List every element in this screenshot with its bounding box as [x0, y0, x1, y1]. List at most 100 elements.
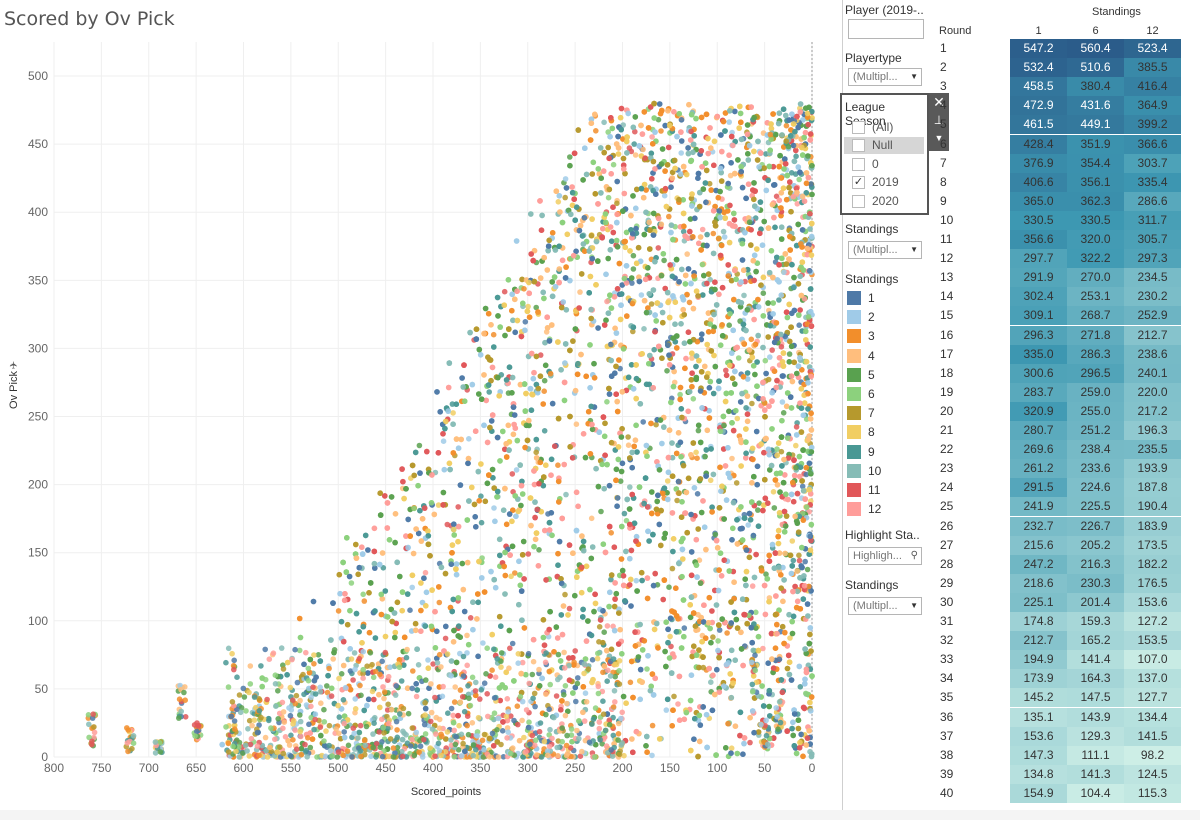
scatter-point	[807, 344, 813, 350]
scatter-point	[637, 666, 644, 673]
y-tick-label: 450	[28, 137, 48, 151]
scatter-point	[412, 627, 419, 634]
scatter-point	[783, 122, 790, 129]
scatter-point	[774, 377, 780, 384]
scatter-point	[652, 570, 658, 577]
scatter-point	[667, 633, 673, 640]
scatter-point	[771, 214, 777, 221]
scatter-point	[556, 499, 562, 505]
scatter-point	[629, 736, 635, 742]
scatter-point	[617, 365, 623, 372]
scatter-point	[703, 546, 709, 553]
scatter-point	[557, 209, 563, 215]
scatter-point	[552, 443, 558, 450]
scatter-point	[691, 643, 697, 649]
scatter-point	[533, 304, 539, 311]
scatter-point	[776, 197, 783, 204]
scatter-point	[600, 225, 606, 232]
scatter-point	[765, 334, 771, 340]
scatter-point	[494, 294, 501, 301]
scatter-point	[517, 381, 524, 388]
scatter-point	[686, 299, 693, 306]
scatter-point	[796, 322, 802, 329]
scatter-point	[718, 242, 725, 249]
scatter-point	[441, 466, 448, 473]
scatter-point	[770, 300, 776, 306]
scatter-point	[808, 252, 815, 258]
scatter-point	[789, 618, 795, 625]
x-tick-label: 0	[809, 761, 816, 775]
scatter-point	[739, 390, 745, 397]
scatter-point	[674, 497, 680, 504]
scatter-point	[679, 499, 685, 505]
x-tick-label: 300	[518, 761, 538, 775]
scatter-point	[484, 691, 491, 697]
scatter-point	[413, 681, 420, 687]
scatter-point	[678, 150, 684, 156]
scatter-point	[646, 360, 652, 367]
scatter-point	[694, 491, 701, 497]
scatter-point	[537, 352, 544, 358]
scatter-point	[765, 177, 771, 184]
scatter-point	[455, 523, 462, 530]
scatter-point	[537, 373, 544, 380]
scatter-point	[804, 566, 811, 573]
scatter-point	[566, 542, 573, 548]
scatter-point	[765, 376, 772, 383]
x-tick-label: 800	[44, 761, 64, 775]
scatter-point	[580, 431, 587, 437]
scatter-point	[596, 624, 603, 630]
scatter-point	[667, 615, 674, 622]
scatter-point	[346, 573, 353, 580]
scatter-point	[632, 128, 638, 135]
scatter-point	[748, 104, 754, 110]
scatter-point	[669, 565, 676, 572]
scatter-point	[726, 152, 732, 158]
scatter-point	[572, 387, 579, 394]
scatter-point	[601, 149, 607, 156]
scatter-point	[791, 274, 797, 281]
scatter-point	[631, 443, 637, 450]
scatter-point	[348, 580, 355, 586]
scatter-point	[803, 504, 810, 510]
scatter-point	[607, 247, 614, 253]
scatter-point	[745, 157, 752, 163]
scatter-point	[388, 606, 395, 613]
scatter-point	[492, 518, 498, 525]
scatter-point	[639, 577, 645, 584]
y-tick-label: 150	[28, 546, 48, 560]
scatter-point	[681, 340, 688, 347]
scatter-point	[626, 582, 633, 588]
scatter-point	[577, 222, 584, 229]
sort-icon[interactable]: ✈	[9, 361, 20, 369]
scatter-point	[387, 664, 393, 670]
scatter-plot[interactable]: 800 750 700 650 600 550 500 450 400 350 300 250 200 1…	[0, 0, 842, 810]
scatter-point	[461, 608, 468, 615]
scatter-point	[707, 276, 713, 283]
scatter-point	[743, 327, 749, 334]
scatter-point	[477, 352, 484, 358]
scatter-point	[685, 329, 692, 336]
scatter-point	[551, 274, 558, 280]
scatter-point	[595, 483, 602, 490]
scatter-point	[602, 219, 609, 226]
scatter-point	[794, 201, 801, 207]
scatter-point	[705, 150, 711, 157]
scatter-point	[613, 330, 620, 336]
scatter-point	[755, 507, 761, 513]
scatter-point	[666, 584, 672, 590]
scatter-point	[517, 582, 524, 589]
scatter-point	[497, 324, 504, 330]
scatter-point	[630, 266, 637, 272]
scatter-point	[796, 552, 802, 559]
scatter-point	[633, 205, 639, 212]
scatter-point	[651, 626, 658, 633]
scatter-point	[486, 389, 493, 395]
scatter-point	[555, 199, 562, 205]
scatter-point	[746, 554, 753, 561]
scatter-point	[611, 627, 618, 634]
scatter-point	[379, 550, 386, 556]
scatter-point	[808, 521, 815, 528]
scatter-point	[676, 279, 682, 285]
scatter-point	[700, 664, 707, 671]
